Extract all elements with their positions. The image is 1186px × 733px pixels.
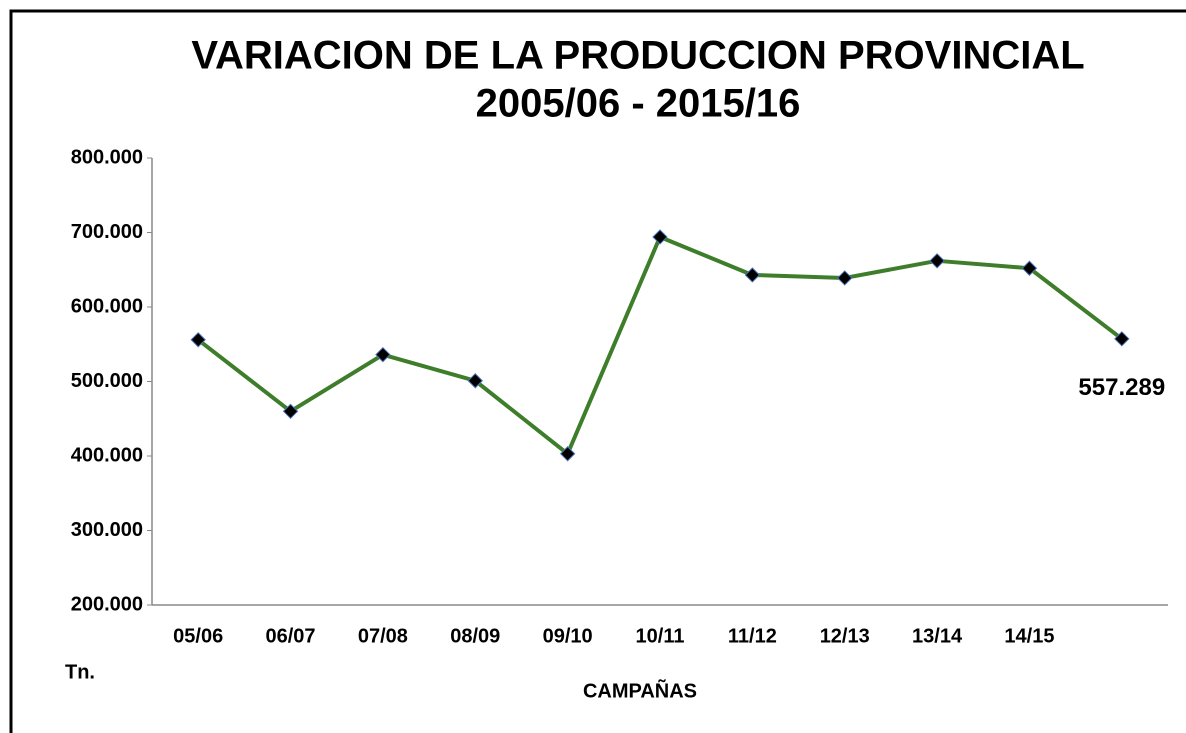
marker <box>375 346 391 363</box>
y-tick-label: 300.000 <box>71 519 143 541</box>
marker <box>190 332 206 348</box>
frame <box>9 9 1186 733</box>
data-label: 557.289 <box>1078 374 1165 401</box>
marker <box>1021 260 1038 276</box>
y-tick-label: 200.000 <box>71 593 143 615</box>
marker <box>837 270 853 286</box>
x-tick-label: 05/06 <box>173 625 223 647</box>
marker <box>652 229 668 245</box>
series-line <box>196 234 1124 456</box>
x-tick-label: 14/15 <box>1004 625 1054 647</box>
y-tick-label: 800.000 <box>71 146 143 168</box>
y-tick-label: 400.000 <box>71 444 143 466</box>
x-tick-label: 09/10 <box>543 625 593 647</box>
y-axis-label: Tn. <box>65 661 95 683</box>
marker <box>744 267 761 283</box>
y-tick-label: 500.000 <box>71 370 143 392</box>
x-tick-label: 08/09 <box>450 625 500 647</box>
x-tick-label: 06/07 <box>266 625 316 647</box>
x-tick-label: 12/13 <box>820 625 870 647</box>
marker <box>559 446 576 462</box>
marker <box>1114 331 1130 347</box>
marker <box>929 253 945 269</box>
chart-title: VARIACION DE LA PRODUCCION PROVINCIAL <box>191 34 1084 78</box>
y-tick-label: 600.000 <box>71 295 143 317</box>
x-tick-label: 10/11 <box>636 625 685 647</box>
x-tick-label: 11/12 <box>728 625 777 647</box>
x-axis-label: CAMPAÑAS <box>583 679 697 702</box>
y-tick-label: 700.000 <box>71 221 143 243</box>
chart-subtitle: 2005/06 - 2015/16 <box>476 82 801 126</box>
x-tick-label: 13/14 <box>912 625 963 647</box>
x-tick-label: 07/08 <box>358 625 408 647</box>
marker <box>467 373 483 389</box>
marker <box>282 403 299 420</box>
